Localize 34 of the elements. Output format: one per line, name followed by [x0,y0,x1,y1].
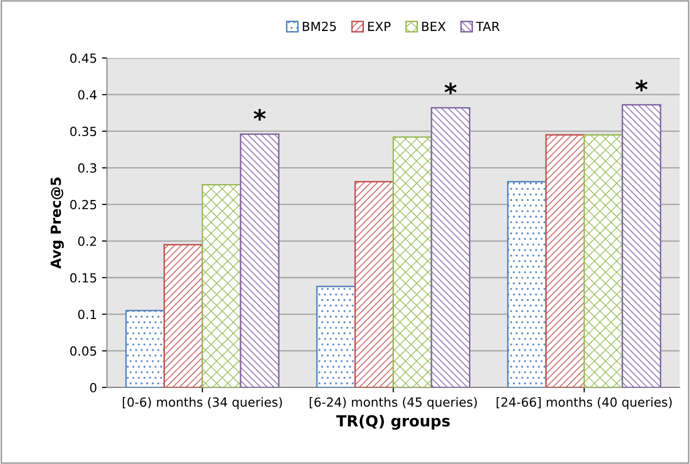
legend-label: TAR [476,22,500,31]
bar [240,133,280,388]
bar [316,286,356,388]
x-tick-label: [24-66] months (40 queries) [496,397,672,410]
y-tick-label: 0.15 [70,273,96,283]
y-tick-label: 0.05 [70,346,96,356]
annotation: * [444,82,457,94]
bar [545,134,585,388]
y-tick-label: 0.35 [70,126,96,136]
x-axis-title: TR(Q) groups [336,414,450,430]
bar [202,184,242,388]
y-tick-label: 0.4 [78,90,97,100]
bar [392,136,432,388]
y-tick-label: 0 [90,382,96,392]
annotation: * [635,80,648,92]
legend-label: EXP [368,22,391,31]
x-tick-label: [0-6) months (34 queries) [122,397,282,410]
bar [164,244,204,388]
bar [430,107,470,388]
y-tick-label: 0.25 [70,200,96,210]
x-tick-label: [6-24) months (45 queries) [310,397,477,410]
y-tick-label: 0.45 [70,53,96,63]
annotation: * [254,108,266,121]
legend-label: BM25 [302,22,336,32]
bar [507,181,547,388]
y-tick-label: 0.1 [78,310,96,320]
legend-label: BEX [422,22,446,31]
y-axis-title: Avg Prec@5 [50,178,64,269]
y-tick-label: 0.3 [78,163,96,173]
bar [622,104,662,388]
y-tick-label: 0.2 [78,236,96,246]
bar [354,181,394,388]
bar [584,134,624,388]
bar [125,310,165,388]
